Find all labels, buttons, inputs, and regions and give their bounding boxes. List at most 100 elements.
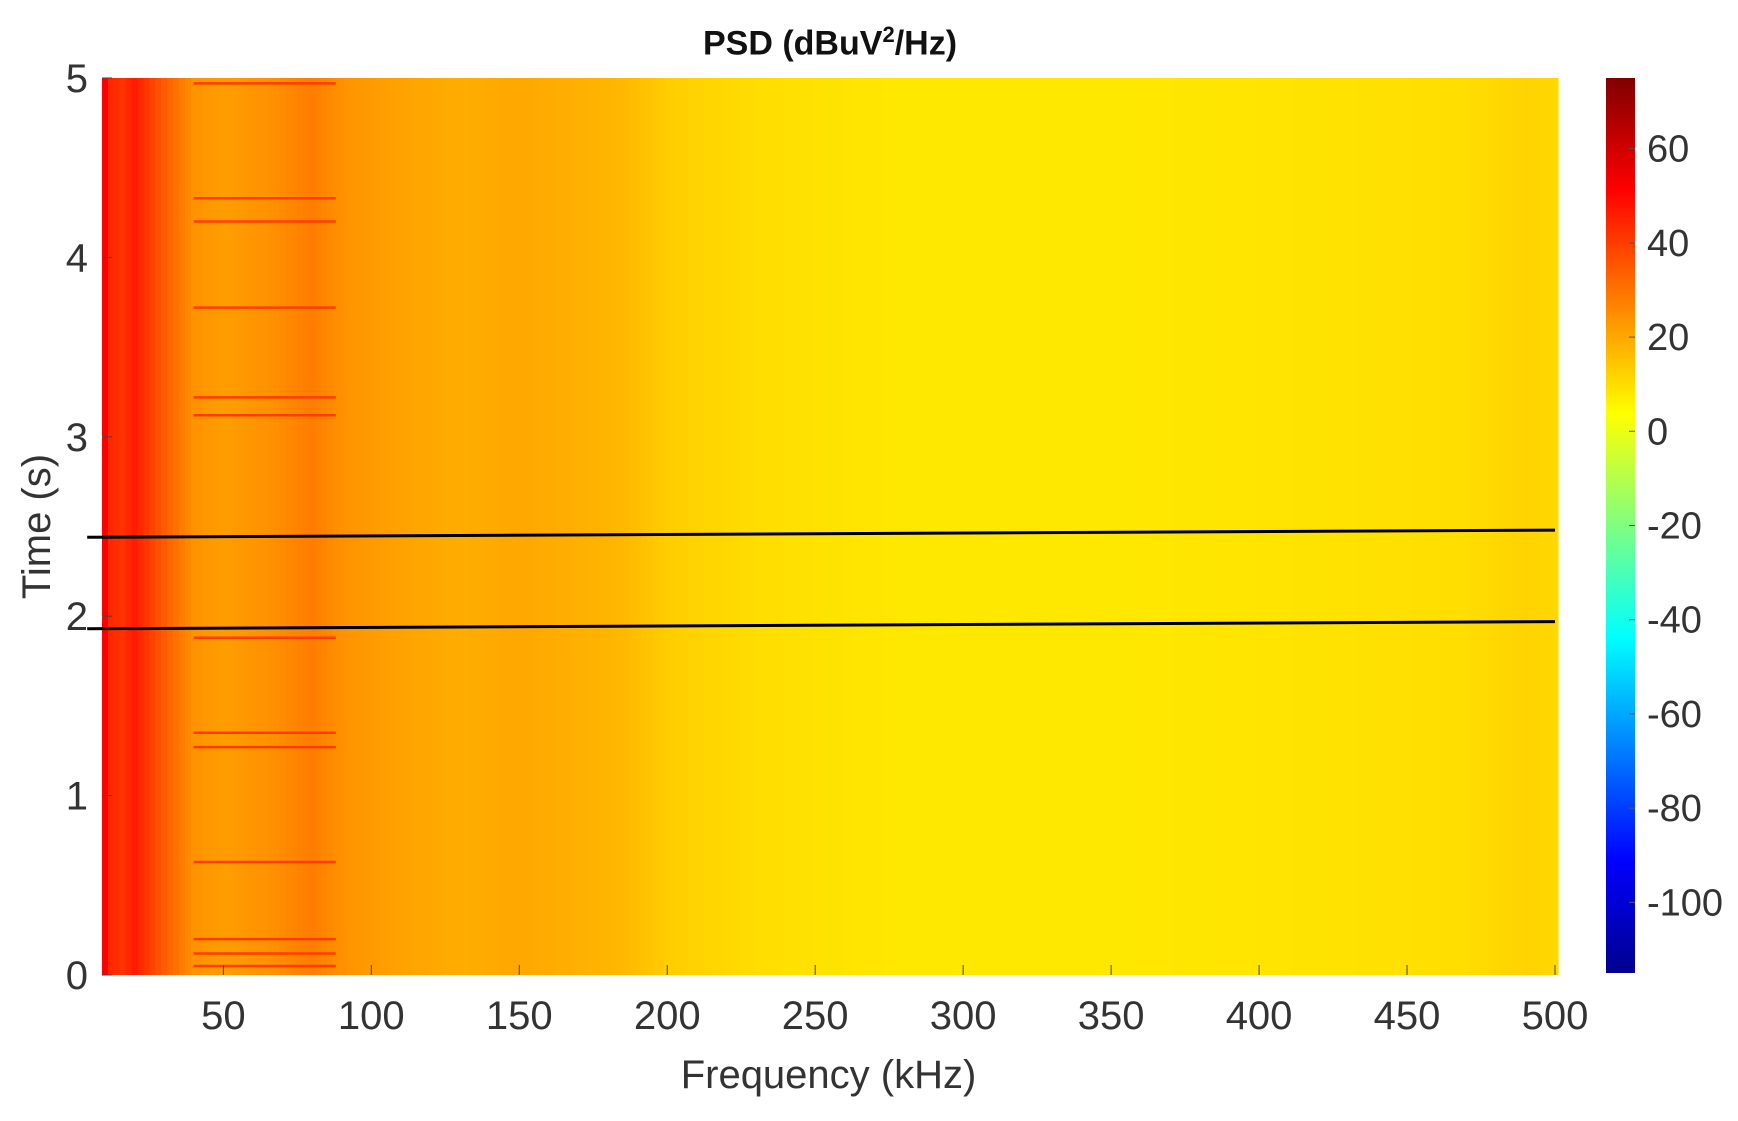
heatmap-column: [190, 78, 198, 975]
heatmap-column: [622, 78, 630, 975]
heatmap-column: [1368, 78, 1376, 975]
heatmap-column: [421, 78, 429, 975]
x-tick-label: 400: [1226, 994, 1293, 1038]
heatmap-column: [386, 78, 393, 975]
heatmap-column: [255, 78, 263, 975]
heatmap-column: [1143, 78, 1151, 975]
heatmap-column: [699, 78, 707, 975]
chart-title-superscript: 2: [882, 22, 895, 47]
heatmap-column: [646, 78, 654, 975]
heatmap-column: [782, 78, 790, 975]
y-tick-label: 2: [66, 595, 88, 639]
heatmap-column: [528, 78, 535, 975]
heatmap-column: [705, 78, 713, 975]
heatmap-column: [468, 78, 476, 975]
heatmap-column: [1238, 78, 1245, 975]
heatmap-column: [966, 78, 973, 975]
heatmap-column: [1013, 78, 1020, 975]
heatmap-column: [995, 78, 1003, 975]
heatmap-column: [1386, 78, 1393, 975]
x-tick-label: 50: [201, 994, 246, 1038]
heatmap-column: [184, 78, 192, 975]
heatmap-column: [1262, 78, 1269, 975]
heatmap-column: [924, 78, 932, 975]
colorbar-tick-label: -60: [1647, 694, 1702, 736]
heatmap-column: [107, 78, 115, 975]
x-tick-label: 450: [1374, 994, 1441, 1038]
heatmap-column: [1522, 78, 1529, 975]
heatmap-column: [161, 78, 168, 975]
heatmap-column: [587, 78, 594, 975]
heatmap-column: [1510, 78, 1518, 975]
heatmap-column: [747, 78, 754, 975]
heatmap-column: [1250, 78, 1257, 975]
marker-line: [87, 620, 1556, 631]
heatmap-column: [764, 78, 772, 975]
x-tick-label: 350: [1078, 994, 1145, 1038]
heatmap-column: [634, 78, 642, 975]
y-tick-label: 3: [66, 416, 88, 460]
heatmap-column: [1102, 78, 1109, 975]
heatmap-column: [1078, 78, 1086, 975]
heatmap-column: [693, 78, 701, 975]
chart-title-tail: /Hz): [894, 24, 958, 63]
heatmap-column: [859, 78, 867, 975]
heatmap-column: [315, 78, 322, 975]
heatmap-column: [1427, 78, 1435, 975]
heatmap-column: [1344, 78, 1352, 975]
heatmap-column: [167, 78, 174, 975]
heatmap-column: [433, 78, 440, 975]
heatmap-column: [1155, 78, 1163, 975]
heatmap-column: [1481, 78, 1488, 975]
heatmap-column: [1025, 78, 1032, 975]
heatmap-column: [865, 78, 873, 975]
heatmap-column: [1037, 78, 1044, 975]
heatmap-column: [1409, 78, 1417, 975]
heatmap-column: [1285, 78, 1293, 975]
heatmap-column: [196, 78, 204, 975]
heatmap-column: [901, 78, 908, 975]
x-tick-label: 100: [338, 994, 405, 1038]
heatmap-column: [1125, 78, 1133, 975]
heatmap-column: [534, 78, 541, 975]
heatmap-column: [504, 78, 511, 975]
heatmap-column: [1196, 78, 1204, 975]
heatmap-column: [1546, 78, 1553, 975]
heatmap-column: [711, 78, 719, 975]
heatmap-column: [1185, 78, 1192, 975]
heatmap-column: [1043, 78, 1050, 975]
heatmap-column: [1498, 78, 1506, 975]
heatmap-column: [1149, 78, 1157, 975]
heatmap-column: [1315, 78, 1322, 975]
heatmap-column: [1528, 78, 1535, 975]
heatmap-column: [1096, 78, 1103, 975]
heatmap-column: [1114, 78, 1121, 975]
heatmap-column: [202, 78, 210, 975]
heatmap-column: [977, 78, 985, 975]
heatmap-column: [1540, 78, 1547, 975]
heatmap-column: [906, 78, 914, 975]
heatmap-column: [1131, 78, 1139, 975]
heatmap-column: [1167, 78, 1174, 975]
colorbar-tick-label: -100: [1647, 882, 1723, 924]
heatmap-column: [776, 78, 784, 975]
heatmap-column: [1445, 78, 1453, 975]
heatmap-column: [871, 78, 878, 975]
heatmap-column: [610, 78, 618, 975]
heatmap-column: [640, 78, 648, 975]
heatmap-column: [226, 78, 233, 975]
heatmap-column: [1267, 78, 1275, 975]
chart-title-main: PSD (dBuV: [702, 24, 883, 63]
heatmap-column: [1333, 78, 1340, 975]
heatmap-column: [1552, 78, 1559, 975]
heatmap-column: [954, 78, 961, 975]
heatmap-column: [320, 78, 328, 975]
heatmap-column: [1161, 78, 1168, 975]
heatmap-column: [989, 78, 997, 975]
heatmap-column: [1303, 78, 1310, 975]
heatmap-column: [439, 78, 446, 975]
axes: 50 100 150 200 250 300 350 400 450 500 0 1 2 3 4 5: [66, 57, 1589, 1038]
heatmap-column: [338, 78, 346, 975]
colorbar-tick-label: 40: [1647, 223, 1689, 265]
heatmap-column: [1108, 78, 1115, 975]
